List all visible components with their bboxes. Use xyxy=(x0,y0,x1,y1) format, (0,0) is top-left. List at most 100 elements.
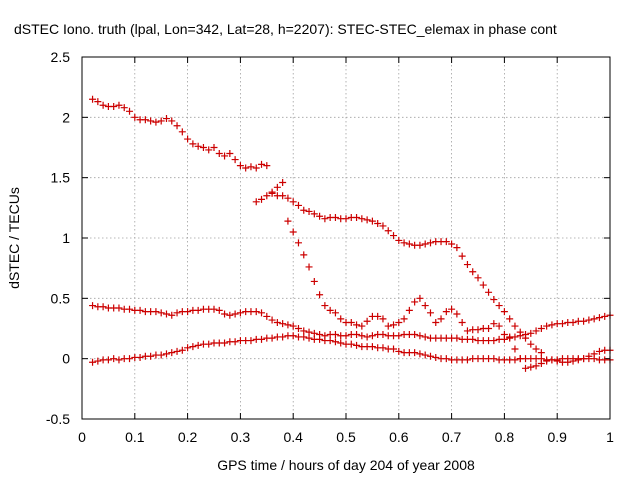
data-point xyxy=(511,345,519,353)
data-point xyxy=(189,343,197,351)
data-point xyxy=(316,291,324,299)
data-point xyxy=(469,335,477,343)
data-point xyxy=(601,312,609,320)
data-point xyxy=(553,356,561,364)
data-point xyxy=(321,302,329,310)
data-point xyxy=(490,296,498,304)
data-point xyxy=(268,334,276,342)
data-point xyxy=(157,117,165,125)
data-point xyxy=(558,320,566,328)
data-point xyxy=(469,268,477,276)
data-point xyxy=(184,344,192,352)
data-point xyxy=(532,327,540,335)
data-point xyxy=(353,341,361,349)
data-point xyxy=(310,210,318,218)
data-point xyxy=(368,343,376,351)
data-point xyxy=(379,315,387,323)
axis-ticks: 0 0.1 0.2 0.3 0.4 0.5 0.6 0.7 0.8 0.9 1 -0.5 0 0.5 1 1.… xyxy=(46,49,614,445)
data-point xyxy=(173,309,181,317)
data-point xyxy=(532,345,540,353)
data-point xyxy=(141,116,149,124)
data-point xyxy=(495,302,503,310)
data-point xyxy=(331,331,339,339)
data-point xyxy=(184,135,192,143)
data-point xyxy=(300,333,308,341)
data-point xyxy=(289,198,297,206)
data-point xyxy=(110,102,118,110)
data-point xyxy=(500,335,508,343)
data-point xyxy=(379,344,387,352)
data-point xyxy=(268,188,276,196)
x-tick-label: 1 xyxy=(606,429,614,445)
data-point xyxy=(310,329,318,337)
data-point xyxy=(416,350,424,358)
data-point xyxy=(210,144,218,151)
data-point xyxy=(463,356,471,364)
data-point xyxy=(300,251,308,259)
data-point xyxy=(279,192,287,200)
data-point xyxy=(421,351,429,359)
plot-frame xyxy=(81,56,611,420)
data-point xyxy=(474,326,482,334)
x-tick-label: 0.4 xyxy=(283,429,303,445)
data-point xyxy=(347,318,355,326)
data-point xyxy=(448,240,456,248)
x-tick-label: 0.3 xyxy=(231,429,251,445)
data-point xyxy=(168,117,176,125)
data-point xyxy=(305,263,313,271)
data-point xyxy=(511,333,519,341)
data-point xyxy=(162,115,170,123)
data-point xyxy=(453,310,461,318)
data-point xyxy=(437,315,445,323)
data-point xyxy=(363,333,371,341)
data-point xyxy=(527,340,535,348)
data-point xyxy=(279,333,287,341)
series-satellite-arc-low xyxy=(89,332,614,366)
data-point xyxy=(326,306,334,314)
x-tick-label: 0.2 xyxy=(178,429,198,445)
series-satellite-arc-high xyxy=(89,95,271,172)
data-point xyxy=(458,318,466,326)
data-point xyxy=(236,309,244,317)
data-point xyxy=(310,277,318,285)
data-point xyxy=(416,294,424,302)
series-satellite-arc-flat xyxy=(89,302,614,345)
data-point xyxy=(442,355,450,363)
data-point xyxy=(305,328,313,336)
data-point xyxy=(115,101,123,109)
data-point xyxy=(263,312,271,320)
y-tick-label: 0 xyxy=(62,351,70,367)
data-point xyxy=(395,318,403,326)
data-point xyxy=(522,364,530,372)
data-point xyxy=(94,98,102,106)
data-point xyxy=(363,317,371,325)
data-point xyxy=(300,327,308,335)
data-point xyxy=(490,337,498,345)
data-point xyxy=(131,113,139,121)
data-point xyxy=(157,309,165,317)
data-point xyxy=(453,244,461,252)
data-point xyxy=(331,338,339,346)
data-point xyxy=(485,288,493,296)
data-point xyxy=(305,334,313,342)
data-point xyxy=(215,150,223,158)
data-point xyxy=(94,357,102,365)
data-point xyxy=(258,309,266,317)
data-point xyxy=(590,315,598,323)
data-point xyxy=(421,240,429,248)
data-point xyxy=(252,198,260,206)
data-point xyxy=(353,321,361,329)
data-point xyxy=(337,339,345,347)
data-point xyxy=(273,318,281,326)
data-point xyxy=(89,302,97,310)
data-point xyxy=(395,236,403,244)
data-point xyxy=(289,228,297,236)
data-point xyxy=(231,310,239,318)
data-point xyxy=(506,334,514,342)
data-point xyxy=(363,216,371,224)
data-point xyxy=(400,239,408,247)
data-point xyxy=(268,316,276,324)
data-point xyxy=(178,346,186,354)
data-point xyxy=(252,164,260,172)
data-point xyxy=(400,315,408,323)
